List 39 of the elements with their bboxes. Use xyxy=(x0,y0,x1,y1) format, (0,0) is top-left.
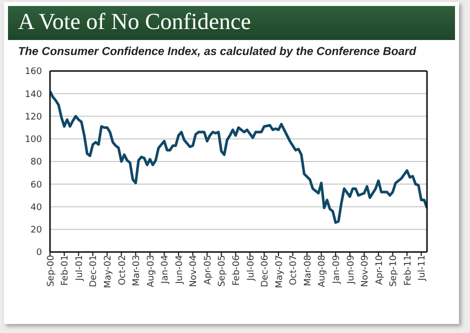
y-tick-label: 20 xyxy=(30,226,42,236)
y-tick-label: 120 xyxy=(24,112,42,122)
x-tick-label: Apr-10 xyxy=(374,254,385,285)
y-tick-label: 0 xyxy=(36,248,42,258)
x-tick-label: Sep-05 xyxy=(218,255,228,287)
x-tick-label: Nov-09 xyxy=(360,254,371,288)
x-tick-label: Dec-06 xyxy=(260,254,271,288)
line-series xyxy=(50,90,427,224)
x-tick-label: Jun-09 xyxy=(346,254,356,285)
chart-title: A Vote of No Confidence xyxy=(18,9,251,35)
y-tick-label: 60 xyxy=(30,180,42,190)
x-tick-label: Dec-01 xyxy=(89,255,100,288)
chart-subtitle: The Consumer Confidence Index, as calculated by the Conference Board xyxy=(18,46,416,58)
x-tick-label: Feb-11 xyxy=(403,255,414,286)
x-tick-label: May-02 xyxy=(104,255,114,288)
y-tick-label: 140 xyxy=(24,90,42,100)
x-tick-label: Sep-00 xyxy=(46,254,56,287)
y-tick-label: 80 xyxy=(30,158,42,168)
x-tick-label: Jul-11 xyxy=(418,255,428,282)
x-tick-label: May-07 xyxy=(274,255,285,288)
x-tick-label: Aug-03 xyxy=(146,255,156,288)
y-tick-label: 160 xyxy=(24,67,42,78)
x-tick-label: Jul-06 xyxy=(246,254,256,282)
x-tick-label: Nov-04 xyxy=(189,254,200,288)
x-tick-label: Mar-08 xyxy=(303,254,314,286)
x-tick-label: Oct-02 xyxy=(118,255,128,286)
y-tick-label: 40 xyxy=(30,202,42,213)
x-tick-label: Apr-05 xyxy=(203,255,214,285)
x-tick-label: Jan-04 xyxy=(160,254,171,285)
x-tick-label: Mar-03 xyxy=(132,255,142,286)
x-tick-label: Jul-01 xyxy=(74,255,85,282)
x-tick-label: Sep-10 xyxy=(389,254,400,287)
x-tick-label: Oct-07 xyxy=(289,255,300,286)
x-tick-label: Feb-06 xyxy=(232,254,242,286)
x-tick-label: Jan-09 xyxy=(332,254,342,285)
x-tick-label: Jun-04 xyxy=(174,254,185,285)
x-tick-label: Feb-01 xyxy=(60,255,71,286)
y-tick-label: 100 xyxy=(24,135,42,146)
x-tick-label: Aug-08 xyxy=(318,254,328,288)
